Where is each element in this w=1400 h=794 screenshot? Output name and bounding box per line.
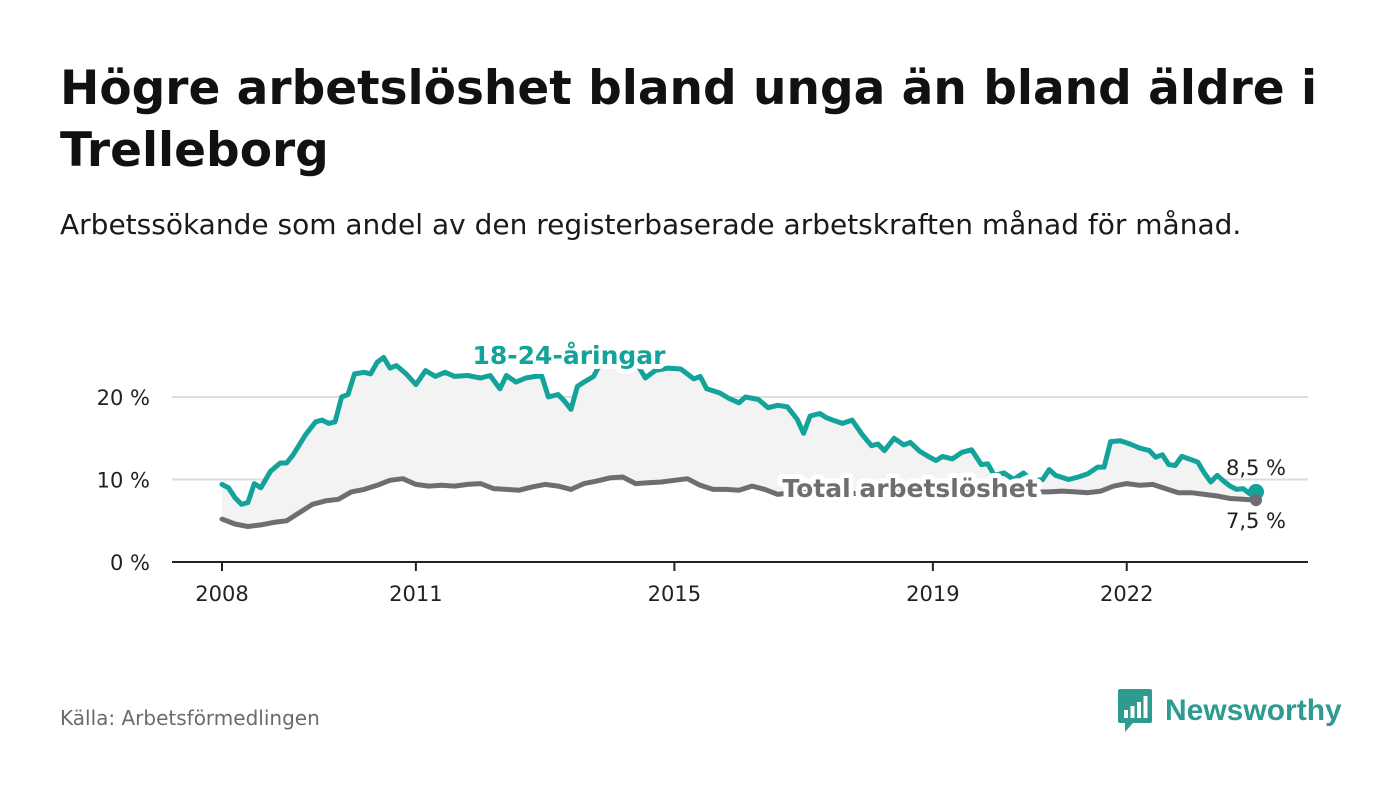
- y-axis: 0 % 10 % 20 %: [97, 386, 150, 575]
- youth-series-label: 18-24-åringar: [473, 341, 667, 370]
- newsworthy-logo[interactable]: Newsworthy: [1117, 688, 1342, 734]
- source-note: Källa: Arbetsförmedlingen: [60, 706, 320, 730]
- total-end-dot: [1250, 494, 1262, 507]
- shaded-area-between-series: [222, 355, 1256, 527]
- brand-name: Newsworthy: [1165, 694, 1342, 727]
- x-tick-label: 2019: [906, 582, 959, 606]
- bar-chart-logo-icon: [1118, 689, 1152, 732]
- y-tick-label: 0 %: [110, 551, 150, 575]
- y-tick-label: 20 %: [97, 386, 150, 410]
- total-series-label: Total arbetslöshet: [782, 474, 1037, 503]
- x-tick-label: 2011: [389, 582, 442, 606]
- youth-end-value-label: 8,5 %: [1226, 456, 1286, 480]
- series-line-total: [219, 474, 1259, 529]
- chart-subtitle: Arbetssökande som andel av den registerb…: [60, 208, 1242, 241]
- x-tick-label: 2015: [648, 582, 701, 606]
- y-tick-label: 10 %: [97, 469, 150, 493]
- series-line-youth: [219, 353, 1259, 507]
- x-tick-label: 2008: [195, 582, 248, 606]
- x-tick-label: 2022: [1100, 582, 1153, 606]
- x-axis: 2008 2011 2015 2019 2022: [195, 562, 1153, 606]
- chart-title: Högre arbetslöshet bland unga än bland ä…: [60, 61, 1318, 178]
- total-end-value-label: 7,5 %: [1226, 509, 1286, 533]
